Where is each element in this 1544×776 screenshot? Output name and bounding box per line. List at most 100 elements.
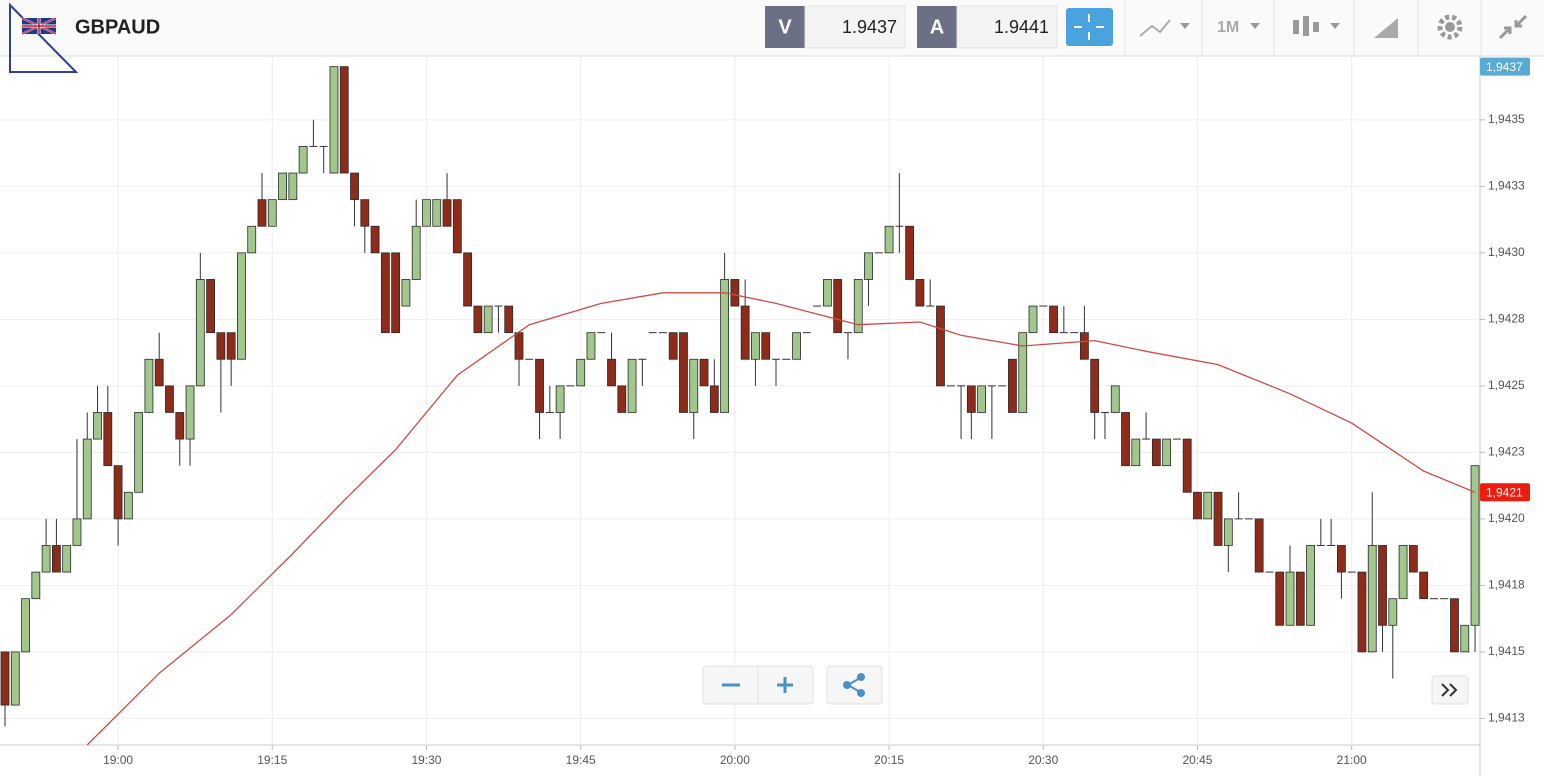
candle-body <box>185 385 195 440</box>
candle-body <box>668 332 678 360</box>
candle-body <box>380 252 390 334</box>
candle-body <box>1388 598 1398 626</box>
settings-icon[interactable] <box>1437 14 1463 40</box>
candle-body <box>329 66 339 174</box>
candle-body <box>720 279 729 413</box>
candle-body <box>1398 545 1408 600</box>
candle-body <box>1295 571 1305 626</box>
candle-body <box>514 332 524 360</box>
candle-body <box>823 279 832 307</box>
candle-body <box>607 358 616 387</box>
candle-body <box>1223 518 1233 546</box>
scroll-end-button[interactable] <box>1431 675 1469 705</box>
share-button[interactable] <box>826 665 883 705</box>
crosshair-icon <box>1074 14 1104 40</box>
candle-body <box>740 305 750 360</box>
y-tick-label: 1,9418 <box>1488 578 1525 592</box>
y-tick-label: 1,9413 <box>1488 711 1525 725</box>
candle-body <box>1460 624 1470 653</box>
scroll-end-icon <box>1441 683 1458 697</box>
candle-body <box>82 438 92 520</box>
x-tick-label: 19:45 <box>566 753 596 767</box>
candle-body <box>134 412 144 493</box>
candle-body <box>1162 438 1172 467</box>
candle-body <box>1090 358 1100 413</box>
symbol: GBPAUD <box>75 16 160 38</box>
candle-body <box>1193 491 1202 520</box>
candle-body <box>1080 332 1089 360</box>
candle-body <box>1213 491 1223 546</box>
candle-body <box>411 225 421 280</box>
candle-body <box>709 385 719 413</box>
candle-body <box>1275 571 1285 626</box>
collapse-icon[interactable] <box>1498 14 1528 40</box>
chart-type-icon[interactable] <box>1139 19 1171 37</box>
ask-label: A <box>930 16 944 38</box>
share-dot <box>843 681 851 689</box>
candle-body <box>93 412 102 440</box>
y-tick-label: 1,9430 <box>1488 245 1525 259</box>
candle-body <box>1254 518 1264 573</box>
candle-body <box>1408 545 1418 573</box>
candle-body <box>1306 545 1315 626</box>
candle-body <box>288 172 298 201</box>
candle-body <box>442 199 452 227</box>
candle-body <box>1378 545 1387 626</box>
bid-box[interactable] <box>804 5 906 49</box>
candle-body <box>915 279 925 307</box>
crosshair-button[interactable] <box>1066 8 1113 46</box>
candle-body <box>586 332 596 360</box>
bid-price: 1.9437 <box>842 17 897 37</box>
candle-body <box>278 172 287 201</box>
candle-body <box>1018 332 1028 413</box>
candle-body <box>1131 438 1141 467</box>
candles-icon[interactable] <box>1293 16 1319 36</box>
ask-box[interactable] <box>956 5 1058 49</box>
candle-body <box>1470 465 1480 626</box>
candle-body <box>72 518 82 546</box>
drawing-icon[interactable] <box>1374 18 1398 38</box>
zoom-in[interactable] <box>777 677 793 693</box>
candle-body <box>1419 571 1429 600</box>
candle-body <box>473 305 483 334</box>
timeframe[interactable]: 1M <box>1217 19 1239 36</box>
candle-body <box>21 598 30 653</box>
bid-label-box <box>765 6 805 48</box>
candle-body <box>216 332 226 360</box>
flag-icon <box>21 17 57 35</box>
candle-body <box>936 305 945 387</box>
y-tick-label: 1,9420 <box>1488 511 1525 525</box>
candle-body <box>41 545 51 573</box>
price-tag-label: 1,9421 <box>1486 485 1523 499</box>
candle-body <box>555 385 565 413</box>
candle-body <box>1367 545 1377 653</box>
candle-body <box>884 225 894 254</box>
candle-body <box>452 199 462 254</box>
zoom-controls <box>702 665 1469 705</box>
candle-body <box>360 199 370 227</box>
candle-body <box>31 571 41 600</box>
candle-body <box>535 358 544 413</box>
candle-body <box>833 279 843 334</box>
y-tick-label: 1,9425 <box>1488 378 1525 392</box>
candle-body <box>751 332 760 360</box>
candle-body <box>699 358 709 387</box>
candle-body <box>864 252 873 280</box>
candle-body <box>226 332 236 360</box>
plot: 1,9413 1,9415 1,9418 1,9420 1,9423 1,9425 1,94… <box>0 56 1530 767</box>
ask-price: 1.9441 <box>994 17 1049 37</box>
candle-body <box>1110 385 1120 413</box>
ask-label-box <box>917 6 957 48</box>
candle-body <box>432 199 442 227</box>
y-tick-label: 1,9423 <box>1488 445 1525 459</box>
candle-body <box>1151 438 1161 467</box>
x-tick-label: 19:30 <box>411 753 441 767</box>
x-tick-label: 20:45 <box>1182 753 1212 767</box>
candle-body <box>1357 571 1367 653</box>
candle-body <box>966 385 976 413</box>
candle-body <box>62 545 72 573</box>
candle-body <box>165 385 174 413</box>
candle-body <box>977 385 986 413</box>
candle-body <box>247 225 257 254</box>
